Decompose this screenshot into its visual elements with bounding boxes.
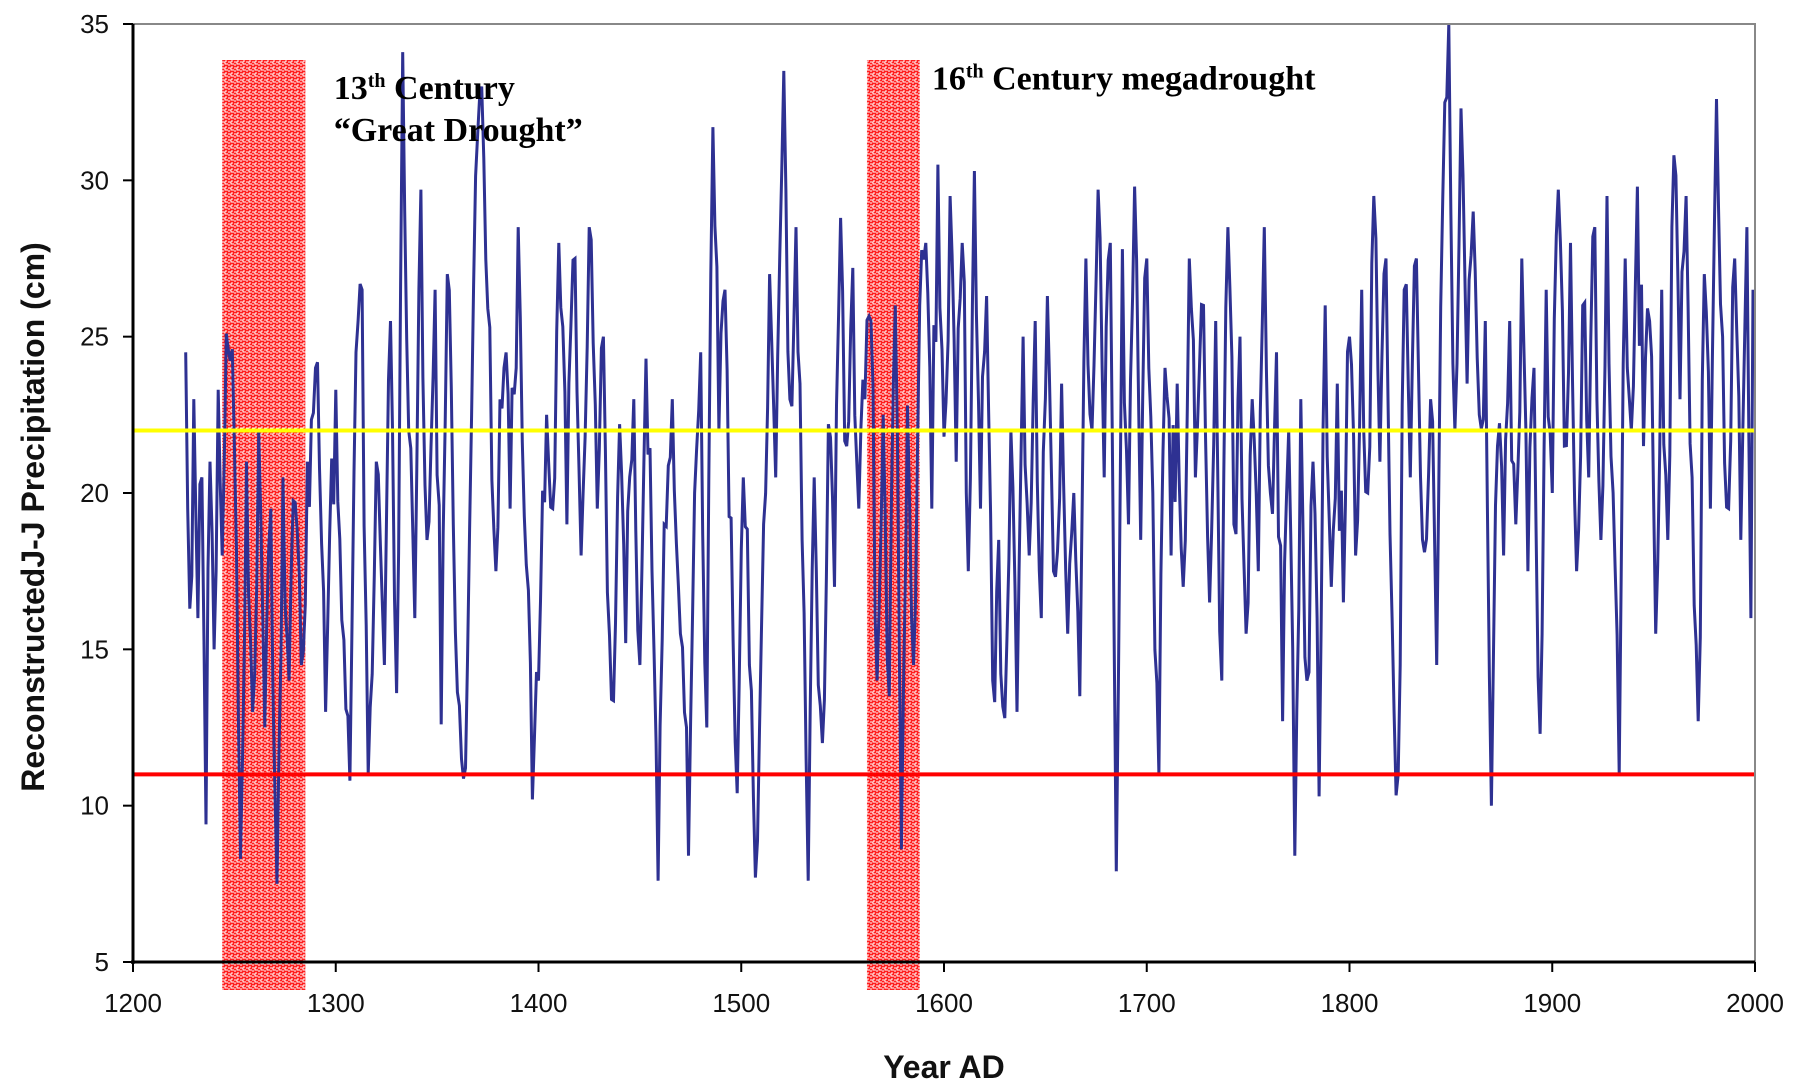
x-tick-label: 2000: [1726, 988, 1784, 1018]
annotation-1-line-1: 13th Century: [334, 70, 515, 107]
x-tick-label: 1400: [510, 988, 568, 1018]
tick-labels: 1200 1300 1400 1500 1600 1700 1800 1900 2000 5 10 1…: [80, 9, 1784, 1018]
reference-lines: [133, 428, 1755, 777]
annotation-2-line-1: 16th Century megadrought: [932, 61, 1316, 98]
x-tick-label: 1800: [1321, 988, 1379, 1018]
x-tick-label: 1500: [712, 988, 770, 1018]
y-tick-label: 25: [80, 322, 109, 352]
annotations: 13th Century “Great Drought” 16th Century …: [334, 61, 1316, 149]
y-tick-label: 30: [80, 165, 109, 195]
y-tick-label: 5: [95, 947, 109, 977]
y-tick-label: 10: [80, 791, 109, 821]
y-tick-label: 20: [80, 478, 109, 508]
x-tick-label: 1300: [307, 988, 365, 1018]
x-axis-title: Year AD: [883, 1049, 1005, 1085]
y-tick-label: 35: [80, 9, 109, 39]
annotation-1-line-2: “Great Drought”: [334, 112, 583, 149]
x-tick-label: 1700: [1118, 988, 1176, 1018]
x-tick-label: 1200: [104, 988, 162, 1018]
y-axis-title: ReconstructedJ-J Precipitation (cm): [15, 242, 51, 791]
x-tick-label: 1600: [915, 988, 973, 1018]
series-line: [184, 23, 1755, 884]
x-tick-label: 1900: [1523, 988, 1581, 1018]
y-tick-label: 15: [80, 634, 109, 664]
precipitation-series: [184, 23, 1755, 884]
